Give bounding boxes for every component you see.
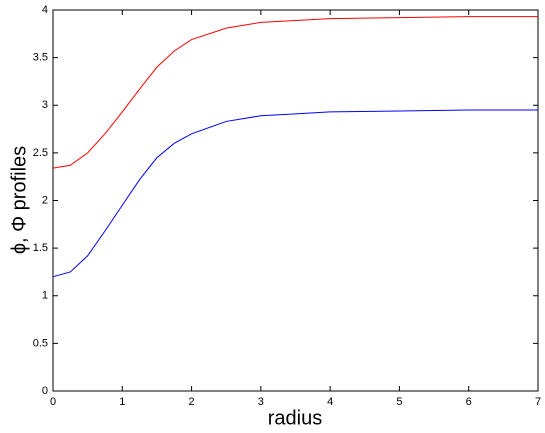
x-tick-label: 1: [119, 396, 125, 408]
y-tick-label: 0: [42, 385, 48, 397]
y-tick-label: 1.5: [33, 242, 48, 254]
x-tick-label: 3: [258, 396, 264, 408]
x-tick-label: 4: [327, 396, 333, 408]
series-line: [52, 16, 538, 169]
series-line: [52, 109, 538, 278]
x-tick-label: 5: [396, 396, 402, 408]
x-tick-label: 6: [466, 396, 472, 408]
y-axis-label: ϕ, Φ profiles: [8, 146, 30, 254]
y-tick-label: 4: [42, 4, 48, 16]
y-tick-label: 2: [42, 194, 48, 206]
x-tick-label: 0: [50, 396, 56, 408]
x-tick-label: 2: [189, 396, 195, 408]
x-axis-label: radius: [268, 407, 322, 429]
x-tick-label: 7: [535, 396, 541, 408]
plot-frame: [52, 9, 539, 392]
y-tick-label: 3: [42, 99, 48, 111]
y-tick-label: 1: [42, 290, 48, 302]
y-tick-label: 3.5: [33, 52, 48, 64]
y-tick-label: 2.5: [33, 147, 48, 159]
y-tick-label: 0.5: [33, 337, 48, 349]
